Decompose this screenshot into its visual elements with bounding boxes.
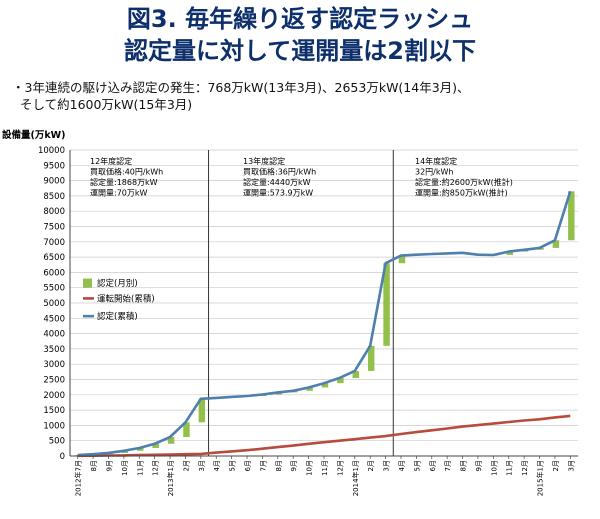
y-tick-label: 7000 [43,238,65,248]
x-tick-label: 12月 [521,460,529,476]
x-tick-label: 5月 [229,460,237,471]
monthly-approval-bar [337,377,344,384]
x-tick-label: 2015年1月 [536,460,545,496]
monthly-approval-bar [352,370,360,378]
period-annotation-line: 14年度認定 [415,156,457,166]
y-tick-label: 500 [49,437,65,447]
x-tick-label: 6月 [244,460,252,471]
x-tick-label: 11月 [321,460,329,476]
y-tick-label: 6000 [43,268,65,278]
x-tick-label: 3月 [567,460,575,471]
period-annotation-line: 運開量:573.9万kW [243,189,313,198]
y-axis-label: 設備量(万kW) [2,129,65,141]
x-tick-label: 11月 [506,460,514,476]
period-annotation-line: 13年度認定 [243,156,285,166]
x-tick-label: 10月 [121,460,129,476]
monthly-approval-bar [398,255,406,264]
period-annotation-line: 認定量:4440万kW [243,177,311,187]
y-tick-label: 9000 [43,177,65,187]
x-tick-label: 4月 [398,460,406,471]
y-tick-label: 5500 [43,284,65,294]
y-tick-label: 10000 [38,146,65,156]
x-tick-label: 9月 [105,460,113,471]
monthly-approval-bar [367,345,375,371]
y-tick-label: 4500 [43,314,65,324]
x-tick-label: 10月 [306,460,314,476]
x-tick-label: 8月 [90,460,98,471]
monthly-approval-bar [306,387,313,391]
monthly-approval-bar [383,263,390,346]
x-tick-label: 12月 [336,460,344,476]
monthly-approval-bar [321,383,329,388]
period-annotation-line: 32円/kWh [415,168,454,177]
monthly-approval-bar [552,240,560,248]
monthly-approval-bar [568,191,575,241]
period-annotation-line: 買取価格:36円/kWh [243,167,316,177]
x-tick-label: 3月 [383,460,391,471]
title-line-2: 認定量に対して運開量は2割以下 [124,37,476,65]
y-tick-label: 1500 [43,406,65,416]
operating-cumulative-line [77,414,571,458]
monthly-approval-bar [137,448,144,451]
monthly-approval-bar [183,422,190,438]
approval-cumulative-line [77,190,572,457]
title-line-1: 図3. 毎年繰り返す認定ラッシュ [126,5,474,33]
x-tick-label: 7月 [444,460,452,471]
x-tick-label: 2月 [552,460,560,471]
x-tick-label: 2012年7月 [74,460,83,496]
x-tick-label: 7月 [259,460,267,471]
x-tick-label: 3月 [198,460,206,471]
y-tick-label: 4000 [43,330,65,340]
x-tick-label: 4月 [213,460,221,471]
legend-label-cumulative: 認定(累積) [97,311,138,322]
monthly-approval-bar [167,437,175,444]
y-tick-label: 2000 [43,391,65,401]
monthly-approval-bar [506,251,513,255]
period-annotation-line: 12年度認定 [90,156,132,166]
description-line-1: ・3年連続の駆け込み認定の発生：768万kW(13年3月)、2653万kW(14… [12,80,470,95]
y-tick-label: 0 [60,452,65,462]
x-tick-label: 2013年1月 [166,460,175,496]
y-tick-label: 3500 [43,345,65,355]
y-tick-label: 9500 [43,161,65,171]
y-tick-label: 2500 [43,376,65,386]
y-tick-label: 7500 [43,223,65,233]
y-tick-label: 8000 [43,207,65,217]
period-annotation-line: 認定量:1868万kW [90,177,158,187]
y-tick-label: 5000 [43,299,65,309]
y-tick-label: 3000 [43,360,65,370]
x-tick-label: 2月 [367,460,375,471]
period-annotation-line: 運開量:70万kW [90,189,148,198]
monthly-approval-bar [152,443,159,449]
monthly-approval-bar [198,398,206,423]
x-tick-label: 9月 [290,460,298,471]
x-tick-label: 5月 [413,460,421,471]
x-tick-label: 9月 [475,460,483,471]
y-tick-label: 6500 [43,253,65,263]
legend-label-operating: 運転開始(累積) [97,293,155,304]
x-tick-label: 11月 [136,460,144,476]
x-tick-label: 2014年1月 [351,460,360,496]
x-tick-label: 12月 [152,460,160,476]
x-tick-label: 8月 [275,460,283,471]
legend-swatch-monthly [83,278,92,288]
period-annotation-line: 買取価格:40円/kWh [90,167,163,177]
period-annotation-line: 認定量:約2600万kW(推計) [415,177,513,187]
x-tick-label: 2月 [182,460,190,471]
description-line-2: そして約1600万kW(15年3月) [20,97,193,112]
legend-label-monthly: 認定(月別) [97,278,138,289]
x-tick-label: 6月 [429,460,437,471]
y-tick-label: 1000 [43,421,65,431]
x-tick-label: 10月 [490,460,498,476]
x-tick-label: 8月 [460,460,468,471]
y-tick-label: 8500 [43,192,65,202]
period-annotation-line: 運開量:約850万kW(推計) [415,188,508,198]
